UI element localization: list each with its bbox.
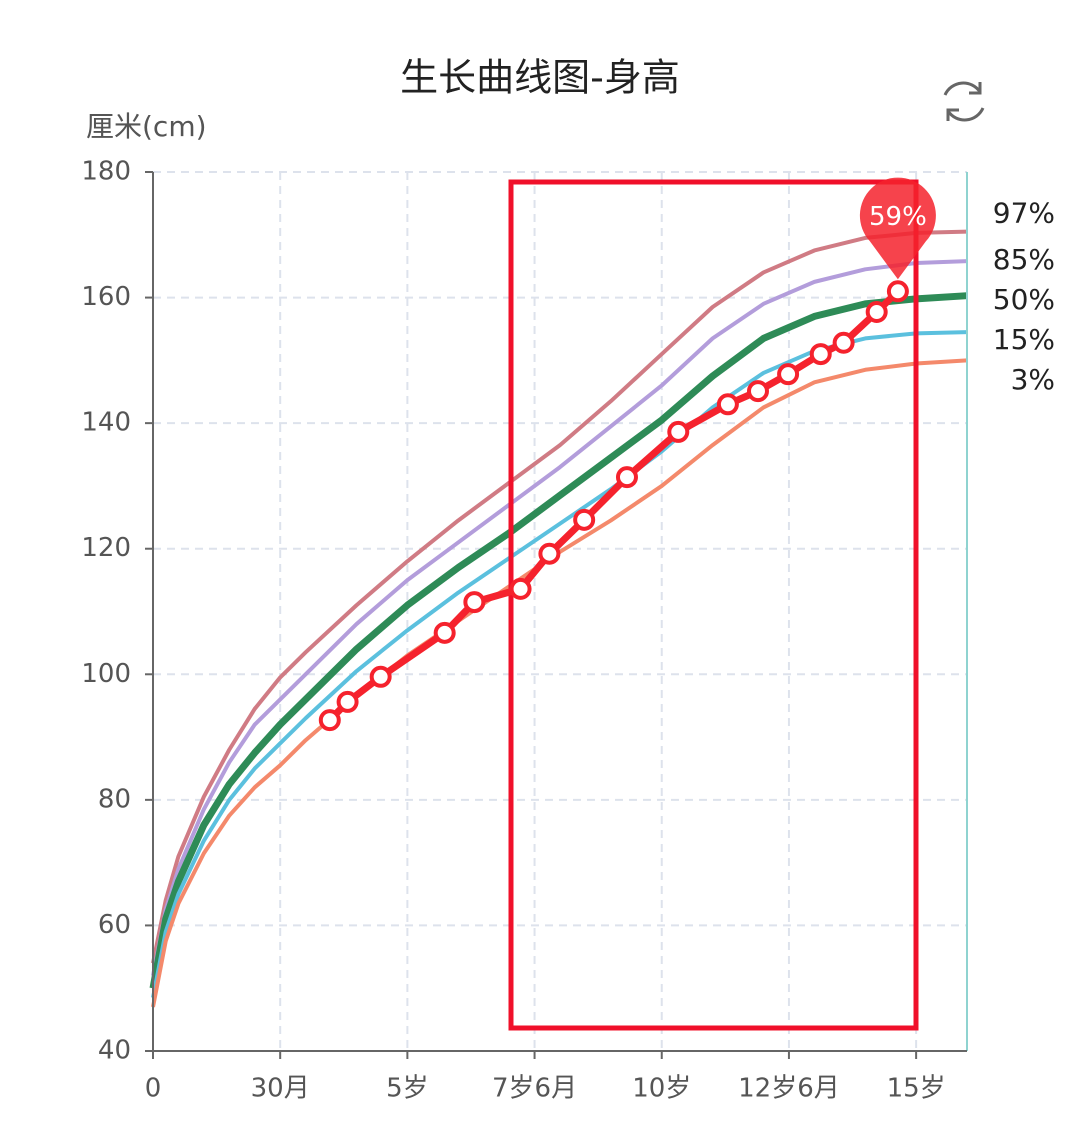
percentile-line xyxy=(151,259,968,977)
measured-point xyxy=(865,301,888,324)
measured-point xyxy=(509,577,532,600)
x-tick-label: 5岁 xyxy=(386,1074,429,1104)
percentile-line xyxy=(151,330,968,999)
y-tick-label: 40 xyxy=(98,1036,131,1066)
refresh-arrow xyxy=(969,82,982,95)
x-tick-label: 0 xyxy=(145,1074,162,1104)
measured-point xyxy=(318,709,341,732)
measured-point xyxy=(336,690,359,713)
x-tick-label: 7岁6月 xyxy=(492,1074,577,1104)
measured-point xyxy=(777,363,800,386)
x-tick-label: 30月 xyxy=(251,1074,310,1104)
x-tick-label: 15岁 xyxy=(887,1074,946,1104)
measured-point xyxy=(573,508,596,531)
refresh-icon[interactable] xyxy=(943,81,985,122)
legend-label: 15% xyxy=(993,323,1055,356)
y-tick-label: 120 xyxy=(81,533,131,563)
y-tick-label: 160 xyxy=(81,282,131,312)
y-tick-label: 80 xyxy=(98,784,131,814)
measured-point xyxy=(463,591,486,614)
measured-point xyxy=(667,420,690,443)
pin xyxy=(859,177,936,280)
percentile-line xyxy=(149,292,968,989)
y-tick-label: 60 xyxy=(98,910,131,940)
refresh-arc xyxy=(946,107,985,122)
legend-label: 50% xyxy=(993,283,1055,316)
refresh-arrow xyxy=(946,108,959,121)
highlight-box xyxy=(508,179,919,1031)
measured-point xyxy=(433,621,456,644)
pin-label: 59% xyxy=(869,202,927,232)
measured-point xyxy=(809,343,832,366)
measured-point xyxy=(746,380,769,403)
percentile-line xyxy=(151,229,968,964)
y-tick-label: 180 xyxy=(81,157,131,187)
chart-title: 生长曲线图-身高 xyxy=(400,56,680,100)
x-tick-label: 10岁 xyxy=(632,1074,691,1104)
measured-point xyxy=(886,280,909,303)
legend-label: 3% xyxy=(1011,363,1055,396)
measured-point xyxy=(538,542,561,565)
refresh-arc xyxy=(943,81,982,96)
measured-point xyxy=(615,466,638,489)
x-tick-label: 12岁6月 xyxy=(738,1074,840,1104)
measured-point xyxy=(832,331,855,354)
legend-label: 97% xyxy=(993,197,1055,230)
legend-label: 85% xyxy=(993,243,1055,276)
y-tick-label: 100 xyxy=(81,659,131,689)
y-axis-label: 厘米(cm) xyxy=(86,110,207,143)
y-tick-label: 140 xyxy=(81,408,131,438)
measured-point xyxy=(716,393,739,416)
measured-point xyxy=(369,665,392,688)
